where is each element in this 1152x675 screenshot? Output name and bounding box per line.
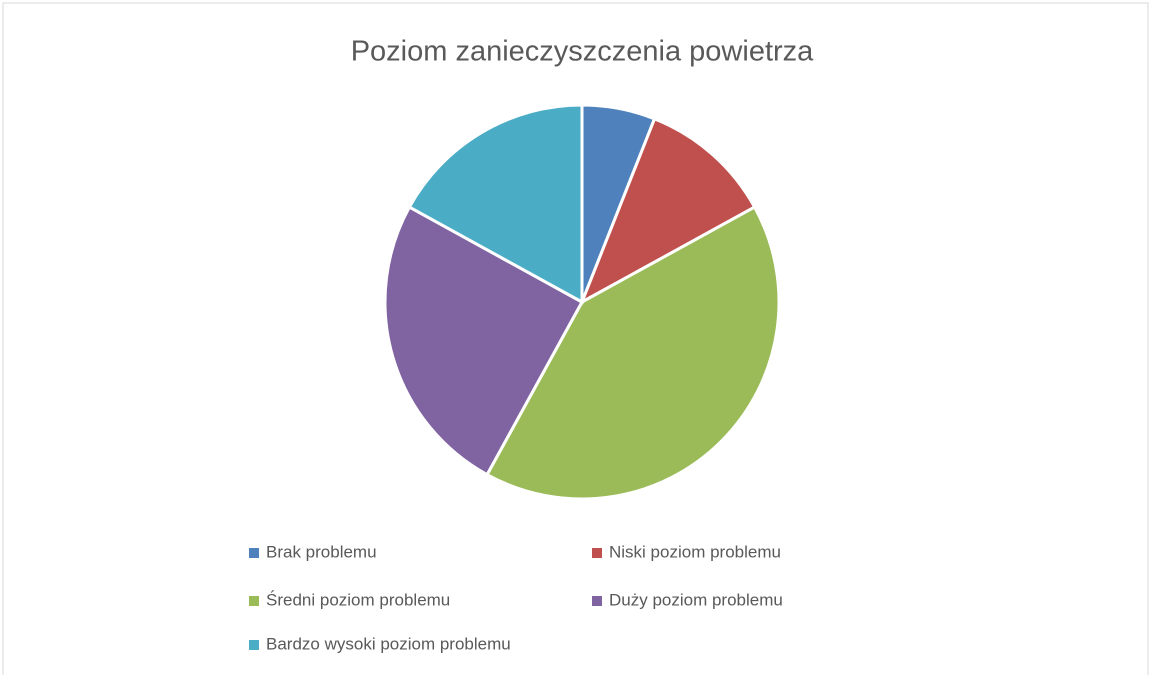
pie-slice [407,103,584,305]
legend-swatch [592,596,602,606]
legend-label: Niski poziom problemu [609,542,781,561]
legend-swatch [249,640,259,650]
legend-label: Bardzo wysoki poziom problemu [266,634,511,653]
legend-swatch [249,548,259,558]
legend-label: Duży poziom problemu [609,590,783,609]
legend-label: Brak problemu [266,542,377,561]
legend-label: Średni poziom problemu [266,590,450,609]
pie-slice [485,205,781,501]
legend-swatch [592,548,602,558]
pie-slice [579,116,757,306]
chart-title: Poziom zanieczyszczenia powietrza [351,36,814,68]
legend-swatch [249,596,259,606]
pie-slice [383,205,585,477]
